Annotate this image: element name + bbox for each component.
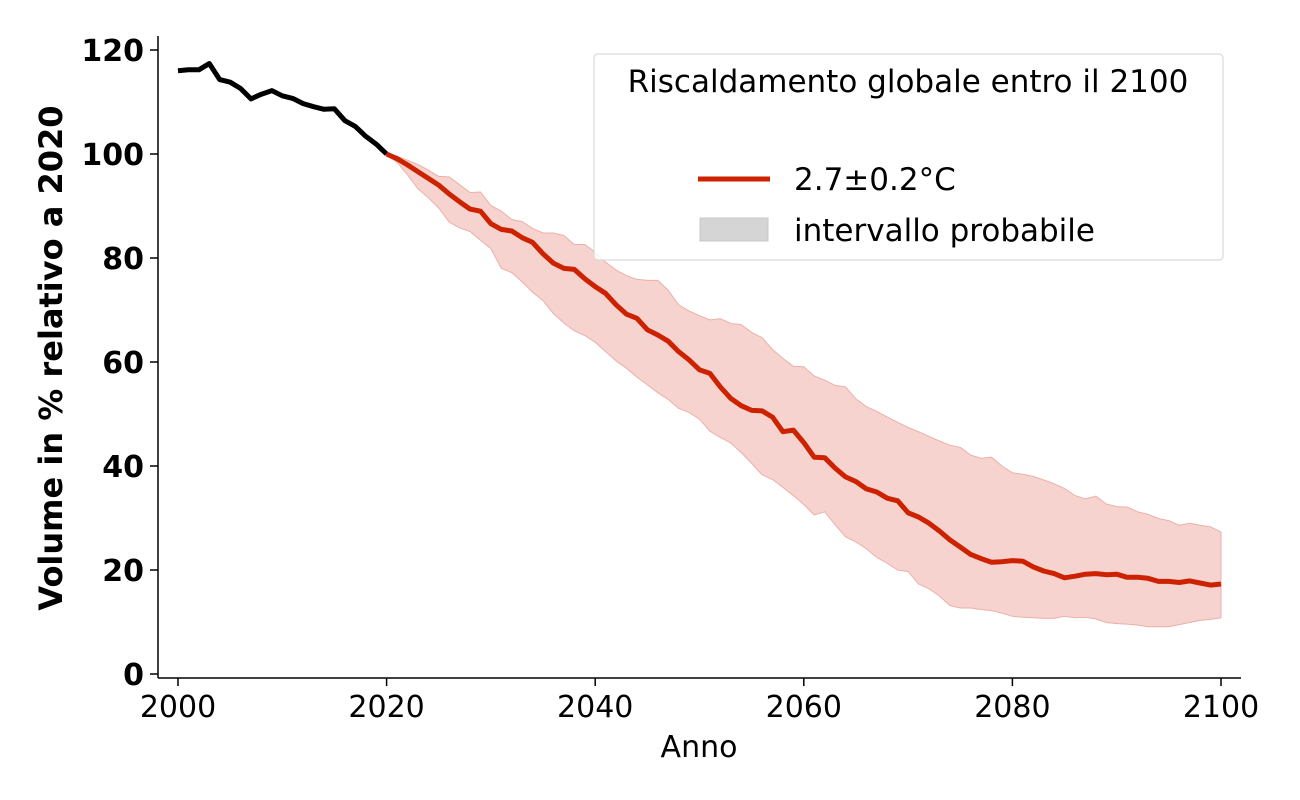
legend-title: Riscaldamento globale entro il 2100 (628, 64, 1189, 100)
x-tick-label: 2060 (766, 690, 842, 725)
legend-entry-label: 2.7±0.2°C (794, 162, 956, 198)
historical-series-line (177, 61, 389, 156)
likely-range-band-layer (386, 153, 1222, 628)
legend-patch-swatch (699, 217, 769, 242)
x-tick-label: 2080 (974, 690, 1050, 725)
x-tick-label: 2000 (140, 690, 216, 725)
legend-entry-label: intervallo probabile (794, 213, 1095, 249)
y-tick-label: 0 (123, 658, 144, 693)
y-tick-label: 120 (81, 34, 144, 69)
y-tick-label: 60 (102, 346, 144, 381)
y-tick-label: 40 (102, 450, 144, 485)
x-tick-label: 2020 (348, 690, 424, 725)
y-tick-label: 100 (81, 138, 144, 173)
y-tick-group: 0 20 40 60 80 100 120 (81, 34, 158, 693)
x-tick-group: 2000 2020 2040 2060 2080 2100 (140, 678, 1259, 725)
legend: Riscaldamento globale entro il 2100 2.7±… (593, 53, 1224, 261)
x-tick-label: 2040 (557, 690, 633, 725)
y-tick-label: 20 (102, 554, 144, 589)
projection-mean-line (385, 151, 1222, 588)
y-tick-label: 80 (102, 242, 144, 277)
legend-frame (593, 53, 1224, 261)
x-tick-label: 2100 (1183, 690, 1259, 725)
y-axis-title: Volume in % relativo a 2020 (32, 105, 70, 610)
x-axis-title: Anno (661, 730, 738, 765)
series-line-layer (177, 61, 1222, 588)
likely-range-band (386, 153, 1222, 628)
